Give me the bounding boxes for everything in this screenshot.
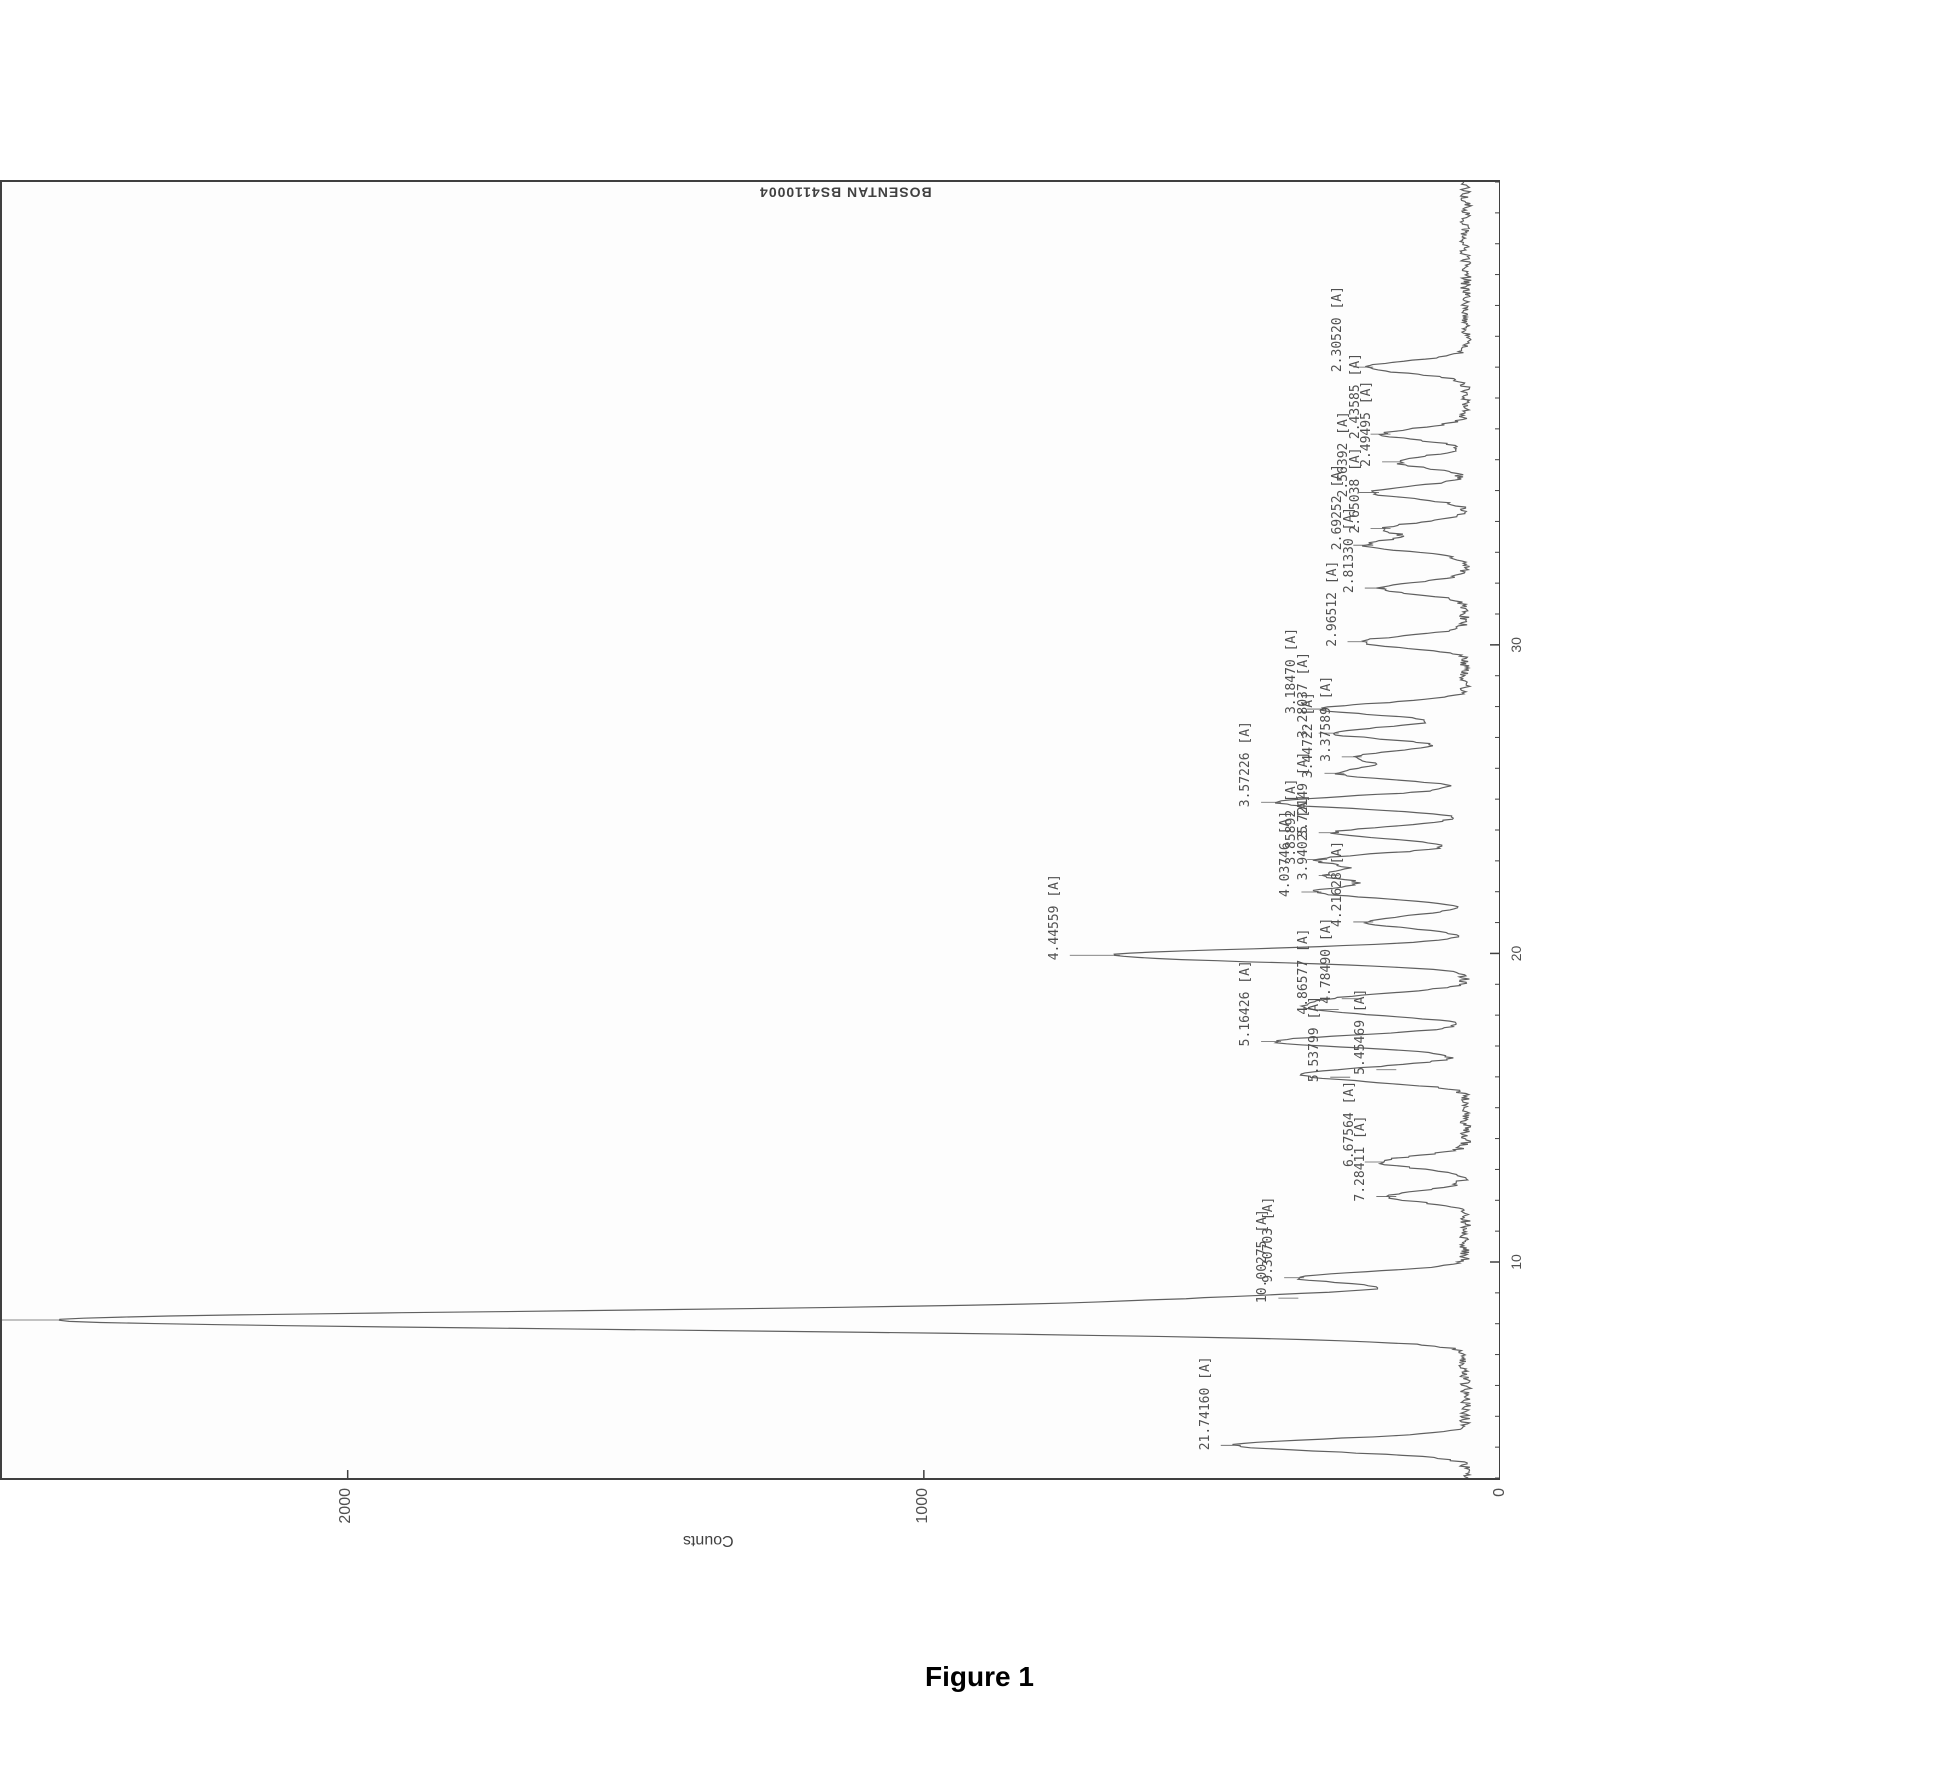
x-tick-label: 20 <box>1508 946 1524 962</box>
page-container: BOSENTAN BS4110004 21.74160 [A]10.90608 … <box>0 0 1959 1773</box>
figure-caption: Figure 1 <box>925 1661 1034 1693</box>
y-axis-label: Counts <box>683 1531 734 1549</box>
figure-outer: BOSENTAN BS4110004 21.74160 [A]10.90608 … <box>0 180 1500 1480</box>
y-tick-label: 2000 <box>337 1488 355 1538</box>
x-tick-label: 10 <box>1508 1254 1524 1270</box>
x-tick-label: 30 <box>1508 637 1524 653</box>
y-ticks-layer: 010002000 <box>0 180 1500 1480</box>
y-tick-label: 1000 <box>914 1488 932 1538</box>
y-tick-label: 0 <box>1491 1488 1509 1538</box>
